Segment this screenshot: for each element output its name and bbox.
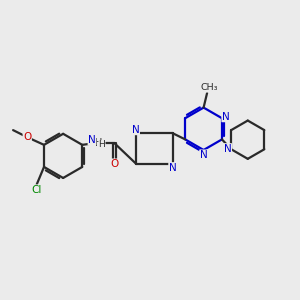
Text: Cl: Cl <box>32 185 42 195</box>
Text: H: H <box>99 140 105 149</box>
Text: CH₃: CH₃ <box>200 83 218 92</box>
Text: N: N <box>132 125 140 135</box>
Text: N: N <box>224 144 232 154</box>
Text: N: N <box>88 135 96 145</box>
Text: O: O <box>110 159 119 169</box>
Text: H: H <box>95 138 102 148</box>
Text: N: N <box>222 112 230 122</box>
Text: N: N <box>200 150 208 160</box>
Text: N: N <box>169 163 176 173</box>
Text: O: O <box>23 132 32 142</box>
